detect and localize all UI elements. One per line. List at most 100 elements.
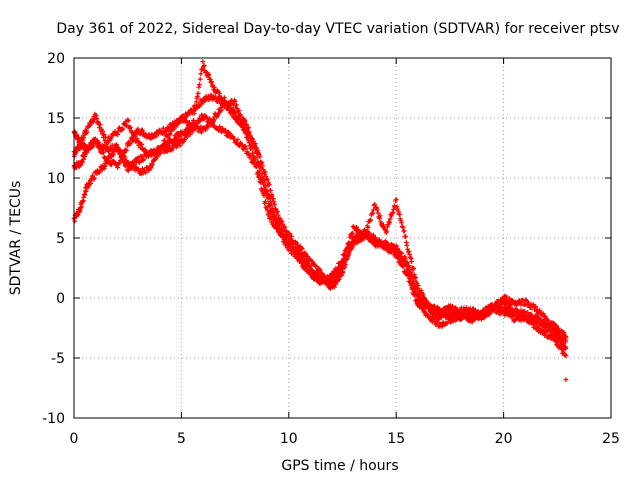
data-point — [205, 124, 211, 130]
data-point — [96, 140, 102, 146]
data-point — [138, 131, 143, 137]
data-point — [264, 207, 270, 213]
data-point — [153, 134, 159, 140]
data-point — [405, 267, 411, 272]
data-point — [168, 127, 174, 133]
data-point — [266, 203, 272, 209]
data-point — [125, 143, 131, 149]
data-point — [236, 108, 242, 114]
data-point — [80, 159, 85, 165]
data-point — [88, 181, 94, 186]
data-point — [255, 163, 261, 169]
data-point — [103, 161, 109, 167]
data-point — [232, 98, 238, 104]
data-point — [395, 246, 400, 252]
data-point — [179, 113, 185, 119]
data-point — [196, 84, 202, 90]
data-point — [123, 148, 129, 154]
data-point — [389, 241, 394, 247]
data-point — [176, 140, 182, 146]
data-point — [265, 196, 271, 202]
y-tick-label: 5 — [56, 231, 65, 247]
data-point — [284, 237, 290, 243]
data-point — [127, 141, 133, 147]
gridlines — [74, 58, 611, 418]
data-point — [403, 263, 409, 268]
data-point — [273, 218, 279, 224]
data-point — [252, 156, 258, 162]
data-point — [397, 249, 402, 255]
data-point — [72, 218, 78, 224]
data-point — [109, 161, 114, 167]
data-point — [401, 256, 406, 262]
data-point — [197, 82, 202, 88]
x-tick-label: 15 — [387, 431, 405, 447]
data-point — [504, 309, 510, 315]
data-point — [185, 134, 190, 140]
data-point — [409, 281, 415, 286]
data-point — [301, 258, 307, 263]
data-point — [381, 240, 386, 246]
data-point — [403, 234, 408, 239]
data-point — [267, 202, 273, 208]
x-tick-labels: 0 5 10 15 20 25 — [70, 431, 620, 447]
chart-title: Day 361 of 2022, Sidereal Day-to-day VTE… — [56, 21, 619, 37]
data-point — [418, 296, 424, 302]
data-point — [246, 125, 251, 131]
data-point — [274, 221, 280, 226]
data-point — [182, 137, 188, 143]
data-point — [195, 90, 201, 96]
data-point — [118, 154, 124, 159]
data-point — [261, 193, 267, 198]
data-point — [167, 131, 173, 137]
x-axis-label: GPS time / hours — [281, 458, 398, 474]
data-point — [115, 165, 121, 170]
x-tick-label: 0 — [70, 431, 79, 447]
data-point — [264, 191, 270, 197]
data-point — [111, 152, 117, 158]
data-point — [277, 226, 282, 232]
data-point — [90, 144, 96, 150]
data-point — [170, 145, 176, 151]
y-tick-label: 15 — [47, 111, 65, 127]
data-point — [350, 230, 355, 236]
data-point — [238, 114, 244, 120]
data-point — [238, 112, 243, 118]
data-point — [413, 289, 419, 295]
data-point — [416, 301, 422, 307]
data-point — [148, 165, 154, 171]
data-point — [102, 163, 108, 169]
x-tick-label: 20 — [495, 431, 513, 447]
data-point — [280, 231, 286, 236]
data-points — [71, 59, 569, 382]
x-tick-label: 5 — [177, 431, 186, 447]
data-point — [444, 320, 450, 326]
data-point — [101, 149, 106, 155]
data-point — [198, 71, 204, 77]
data-point — [117, 160, 123, 166]
data-point — [187, 132, 193, 137]
data-point — [150, 162, 155, 168]
data-point — [177, 143, 183, 149]
data-point — [219, 107, 225, 113]
data-point — [96, 170, 102, 176]
data-point — [271, 213, 277, 219]
data-point — [295, 250, 301, 256]
data-point — [260, 181, 266, 187]
data-point — [115, 146, 121, 152]
data-point — [338, 266, 343, 272]
data-point — [263, 204, 269, 210]
data-point — [121, 157, 127, 162]
data-point — [242, 143, 248, 149]
data-point — [407, 270, 413, 276]
data-point — [328, 273, 333, 279]
data-point — [370, 236, 376, 241]
y-axis-label: SDTVAR / TECUs — [8, 181, 24, 296]
data-point — [286, 241, 292, 246]
data-point — [140, 127, 145, 133]
data-point — [408, 275, 414, 281]
data-point — [262, 187, 268, 192]
data-point — [235, 137, 241, 143]
y-tick-label: 10 — [47, 171, 65, 187]
data-point — [122, 154, 128, 160]
